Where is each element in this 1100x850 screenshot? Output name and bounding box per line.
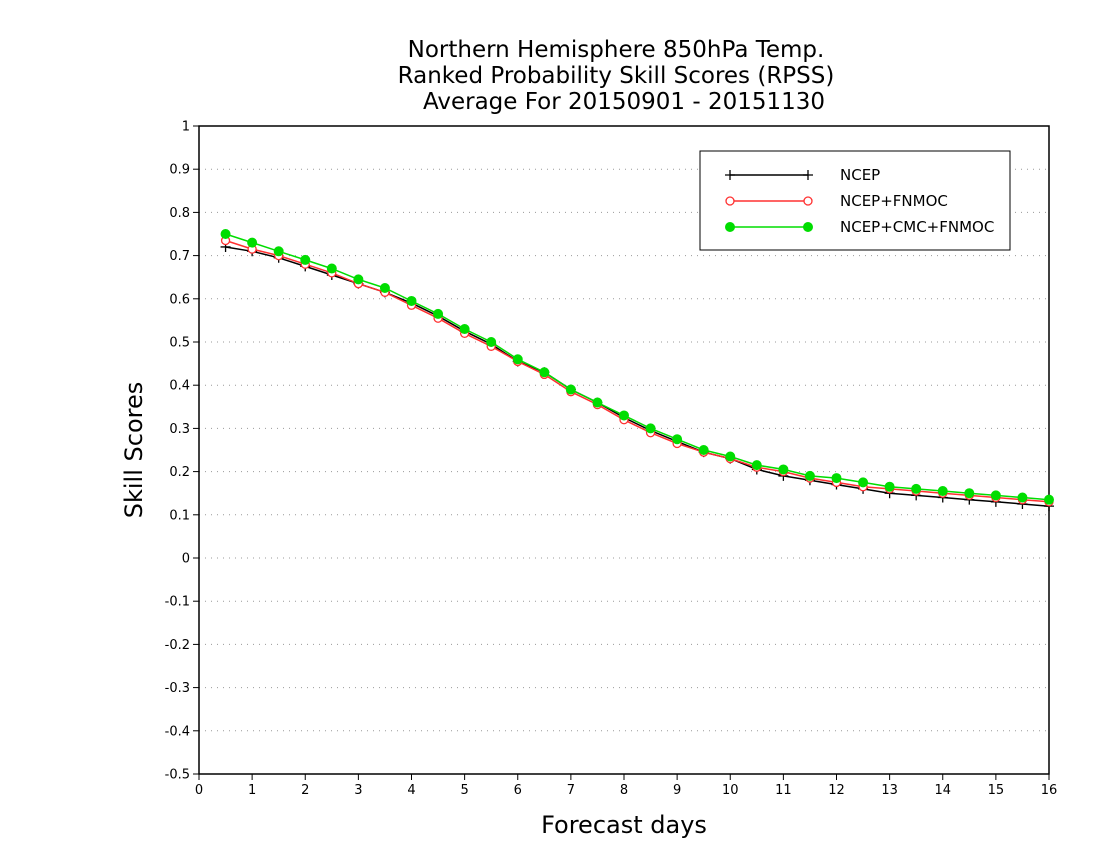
y-axis-ticks: 1 0.9 0.8 0.7 0.6 0.5 0.4 0.3 0.2 0.1 0 -0.1 -0.2 -0.… [165,120,199,783]
y-tick-label: -0.5 [165,768,190,783]
data-point [990,490,1001,501]
x-tick-label: 6 [514,783,522,798]
x-tick-label: 16 [1041,783,1058,798]
grid-lines [199,168,1049,732]
data-point [539,367,550,378]
y-tick-label: -0.1 [165,595,190,610]
legend-marker [803,170,813,180]
data-point [725,451,736,462]
legend-entry: NCEP+FNMOC [725,192,948,210]
legend-marker [725,222,735,232]
x-tick-label: 7 [567,783,575,798]
x-tick-label: 3 [354,783,362,798]
data-point [220,229,231,239]
x-tick-label: 15 [988,783,1005,798]
data-point [645,423,656,434]
x-tick-label: 10 [722,783,739,798]
legend-marker [803,222,813,232]
data-point [1044,494,1054,505]
data-point [778,464,789,475]
data-point [672,434,683,445]
series-line [225,239,1050,503]
x-axis-ticks: 0 1 2 3 4 5 6 7 8 9 10 11 12 13 14 15 16 [195,774,1057,798]
x-axis-label: Forecast days [541,811,707,839]
x-tick-label: 5 [460,783,468,798]
series-ncep [220,241,1054,512]
legend-label: NCEP+FNMOC [840,192,948,210]
data-point [300,254,311,265]
y-tick-label: 0.5 [169,336,190,351]
data-point [565,384,576,395]
data-point [911,483,922,494]
legend-marker [725,170,735,180]
x-tick-label: 13 [881,783,898,798]
data-point [406,295,417,306]
legend-entry: NCEP [725,166,880,184]
y-tick-label: 0.1 [169,508,190,523]
data-point [353,274,364,285]
y-tick-label: -0.2 [165,638,190,653]
series-layer [220,229,1054,512]
y-tick-label: 0 [182,552,190,567]
series-ncep-cmc-fnmoc [220,229,1054,505]
x-tick-label: 9 [673,783,681,798]
chart-title-line-3: Average For 20150901 - 20151130 [423,89,825,115]
data-point [486,337,497,347]
series-ncep-fnmoc [220,235,1054,507]
series-line [225,246,1050,507]
data-point [379,283,390,293]
data-point [698,445,709,455]
chart-title-line-2: Ranked Probability Skill Scores (RPSS) [398,63,835,89]
legend-entry: NCEP+CMC+FNMOC [725,218,994,236]
y-tick-label: 0.7 [169,249,190,264]
data-point [512,354,523,365]
data-point [433,308,444,319]
legend-label: NCEP [840,166,880,184]
x-tick-label: 11 [775,783,792,798]
y-tick-label: 0.6 [169,292,190,307]
legend-marker [803,196,813,206]
chart-title-line-1: Northern Hemisphere 850hPa Temp. [408,37,825,63]
data-point [858,477,869,488]
y-tick-label: 0.8 [169,206,190,221]
data-point [1017,492,1028,503]
legend: NCEP NCEP+FNMOC NCEP+CMC+FNMOC [699,150,1011,251]
data-point [592,397,603,408]
x-tick-label: 8 [620,783,628,798]
data-point [273,246,284,257]
x-tick-label: 4 [407,783,415,798]
data-point [247,237,258,248]
y-tick-label: 0.2 [169,465,190,480]
y-tick-label: -0.3 [165,681,190,696]
data-point [751,460,762,471]
y-tick-label: -0.4 [165,724,190,739]
y-tick-label: 1 [182,120,190,135]
chart-title: Northern Hemisphere 850hPa Temp. Ranked … [398,37,835,115]
x-tick-label: 2 [301,783,309,798]
data-point [937,486,948,497]
x-tick-label: 0 [195,783,203,798]
legend-marker [725,196,735,206]
data-point [884,481,895,492]
data-point [804,470,815,481]
data-point [831,473,842,484]
y-tick-label: 0.3 [169,422,190,437]
series-line [225,233,1050,501]
y-axis-label: Skill Scores [120,382,148,519]
data-point [326,263,337,274]
data-point [964,488,975,499]
y-tick-label: 0.4 [169,379,190,394]
legend-label: NCEP+CMC+FNMOC [840,218,994,236]
x-tick-label: 14 [934,783,951,798]
data-point [619,410,629,421]
data-point [459,324,470,335]
x-tick-label: 12 [828,783,845,798]
y-tick-label: 0.9 [169,163,190,178]
x-tick-label: 1 [248,783,256,798]
